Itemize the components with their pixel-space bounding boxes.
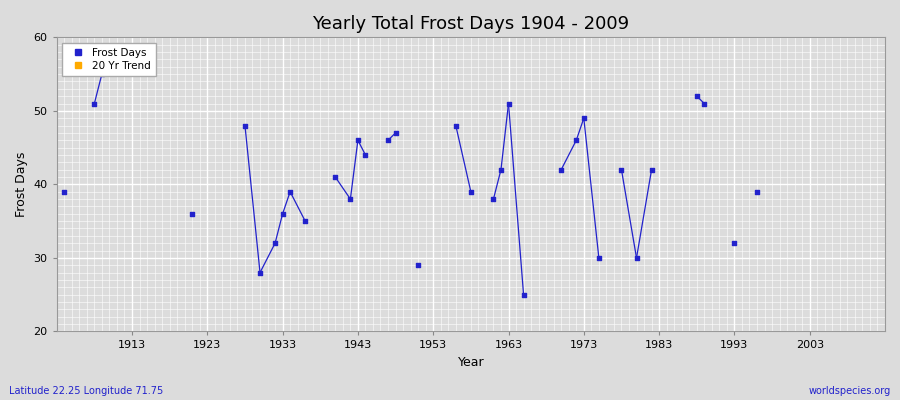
- Point: [569, 137, 583, 144]
- Point: [577, 115, 591, 122]
- Point: [351, 137, 365, 144]
- Point: [517, 292, 531, 298]
- Point: [411, 262, 426, 268]
- Point: [343, 196, 357, 202]
- Point: [328, 174, 343, 180]
- Point: [358, 152, 373, 158]
- Point: [486, 196, 500, 202]
- Point: [94, 71, 109, 77]
- Point: [238, 122, 252, 129]
- X-axis label: Year: Year: [457, 356, 484, 369]
- Point: [275, 210, 290, 217]
- Point: [501, 100, 516, 107]
- Point: [698, 100, 712, 107]
- Point: [629, 255, 643, 261]
- Point: [464, 188, 478, 195]
- Title: Yearly Total Frost Days 1904 - 2009: Yearly Total Frost Days 1904 - 2009: [312, 15, 629, 33]
- Point: [494, 166, 508, 173]
- Point: [87, 100, 102, 107]
- Point: [298, 218, 312, 224]
- Legend: Frost Days, 20 Yr Trend: Frost Days, 20 Yr Trend: [62, 42, 156, 76]
- Point: [727, 240, 742, 246]
- Point: [253, 270, 267, 276]
- Point: [185, 210, 200, 217]
- Text: worldspecies.org: worldspecies.org: [809, 386, 891, 396]
- Point: [57, 188, 71, 195]
- Point: [381, 137, 395, 144]
- Point: [591, 255, 606, 261]
- Point: [689, 93, 704, 99]
- Text: Latitude 22.25 Longitude 71.75: Latitude 22.25 Longitude 71.75: [9, 386, 163, 396]
- Point: [268, 240, 283, 246]
- Point: [750, 188, 764, 195]
- Y-axis label: Frost Days: Frost Days: [15, 152, 28, 217]
- Point: [389, 130, 403, 136]
- Point: [448, 122, 463, 129]
- Point: [644, 166, 659, 173]
- Point: [283, 188, 297, 195]
- Point: [615, 166, 629, 173]
- Point: [554, 166, 569, 173]
